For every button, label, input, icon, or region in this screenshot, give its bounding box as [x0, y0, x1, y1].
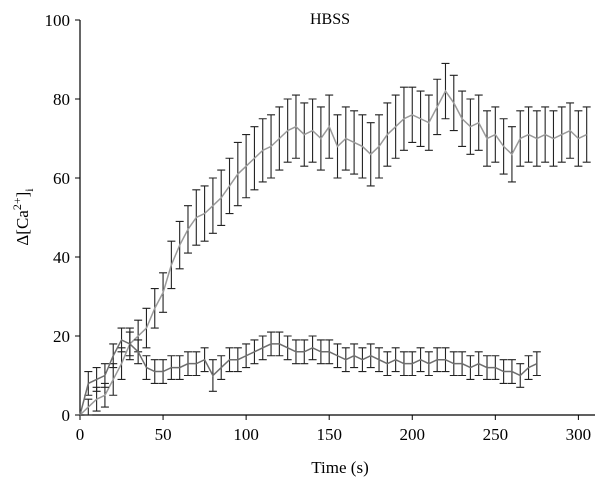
- x-tick-label: 150: [316, 425, 342, 444]
- series-2: [79, 327, 541, 416]
- y-ticks: 0 20 40 60 80 100: [45, 11, 80, 425]
- error-bar: [532, 351, 541, 377]
- y-tick-label: 80: [53, 90, 70, 109]
- y-axis-title-close: ]: [13, 192, 32, 198]
- x-tick-label: 0: [76, 425, 85, 444]
- y-tick-label: 100: [45, 11, 71, 30]
- x-tick-label: 200: [400, 425, 426, 444]
- x-tick-label: 50: [155, 425, 172, 444]
- x-tick-label: 250: [483, 425, 509, 444]
- y-tick-label: 40: [53, 248, 70, 267]
- y-axis-title-prefix: Δ[Ca: [13, 210, 32, 246]
- y-axis-title-superscript: 2+: [10, 197, 24, 210]
- x-tick-label: 300: [566, 425, 592, 444]
- series-layer: [79, 62, 591, 416]
- series-1: [79, 62, 591, 416]
- series-line: [79, 338, 538, 416]
- series-line: [79, 89, 588, 416]
- y-axis-title: Δ[Ca2+]i: [10, 188, 36, 246]
- error-bar: [582, 106, 591, 163]
- y-tick-label: 0: [62, 406, 71, 425]
- y-tick-label: 20: [53, 327, 70, 346]
- x-tick-label: 100: [233, 425, 259, 444]
- axes: [79, 20, 595, 416]
- y-axis-title-subscript: i: [22, 188, 36, 192]
- x-axis-title: Time (s): [311, 458, 368, 477]
- x-ticks: 0 50 100 150 200 250 300: [76, 415, 591, 444]
- y-tick-label: 60: [53, 169, 70, 188]
- chart-title: HBSS: [310, 11, 350, 28]
